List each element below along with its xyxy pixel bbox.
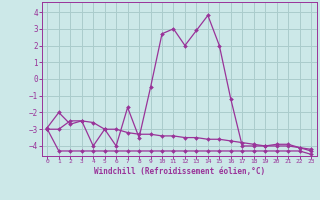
- X-axis label: Windchill (Refroidissement éolien,°C): Windchill (Refroidissement éolien,°C): [94, 167, 265, 176]
